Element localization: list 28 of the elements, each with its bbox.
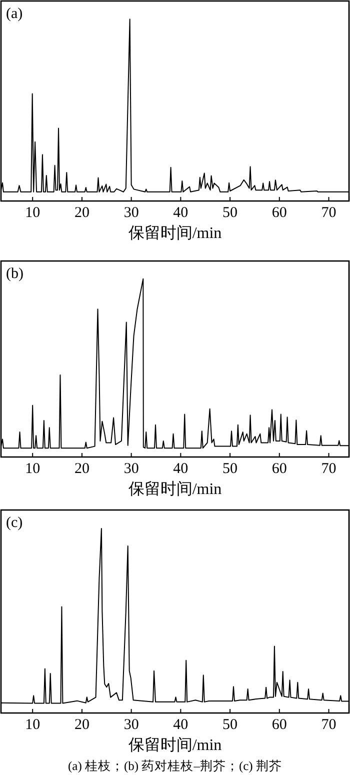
x-tick-label: 70: [321, 205, 336, 221]
x-tick-label: 60: [272, 461, 287, 477]
x-tick-label: 20: [74, 717, 90, 733]
x-tick-label: 50: [222, 461, 238, 477]
x-tick-label: 10: [25, 461, 40, 477]
x-tick-label: 40: [173, 717, 188, 733]
x-tick-label: 40: [173, 461, 188, 477]
x-axis-title: 保留时间/min: [128, 736, 222, 754]
x-tick-label: 60: [272, 205, 287, 221]
annotation: (a): [6, 6, 23, 22]
x-tick-label: 50: [222, 717, 238, 733]
x-tick-label: 10: [25, 717, 40, 733]
x-tick-label: 10: [25, 205, 40, 221]
x-tick-label: 70: [321, 461, 336, 477]
x-tick-label: 30: [124, 205, 139, 221]
x-axis-title: 保留时间/min: [128, 480, 222, 498]
x-tick-label: 20: [74, 461, 90, 477]
annotation: (c): [6, 515, 23, 531]
x-tick-label: 50: [222, 205, 238, 221]
x-tick-label: 30: [124, 717, 139, 733]
x-tick-label: 20: [74, 205, 90, 221]
x-tick-label: 60: [272, 717, 287, 733]
text: (a) 桂枝；(b) 药对桂枝–荆芥；(c) 荆芥: [68, 759, 282, 773]
x-tick-label: 30: [124, 461, 139, 477]
x-tick-label: 70: [321, 717, 336, 733]
annotation: (b): [6, 266, 24, 282]
x-tick-label: 40: [173, 205, 188, 221]
x-axis-title: 保留时间/min: [128, 224, 222, 242]
